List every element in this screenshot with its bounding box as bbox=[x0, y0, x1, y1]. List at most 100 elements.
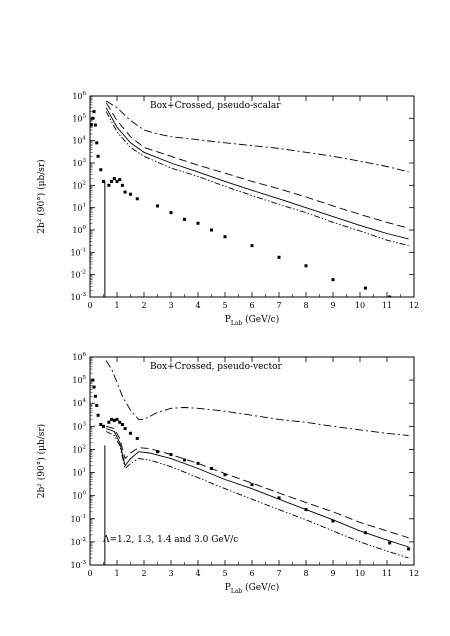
data-point bbox=[196, 221, 200, 225]
data-point bbox=[95, 141, 99, 145]
x-tick-label: 12 bbox=[409, 569, 419, 578]
x-tick-label: 10 bbox=[355, 301, 365, 310]
y-tick-label: 10-1 bbox=[70, 247, 86, 257]
y-tick-label: 102 bbox=[72, 444, 86, 454]
x-tick-label: 3 bbox=[168, 569, 173, 578]
x-axis-label: PLab (GeV/c) bbox=[225, 582, 279, 595]
y-axis-label: 2b² (90°) (μb/sr) bbox=[36, 159, 47, 233]
x-tick-label: 1 bbox=[114, 569, 119, 578]
x-tick-label: 9 bbox=[330, 569, 335, 578]
y-tick-label: 105 bbox=[72, 113, 86, 123]
x-tick-label: 5 bbox=[222, 569, 227, 578]
y-tick-label: 101 bbox=[72, 203, 86, 213]
data-point bbox=[123, 190, 127, 194]
x-tick-label: 11 bbox=[382, 301, 392, 310]
y-tick-label: 105 bbox=[72, 375, 86, 385]
data-point bbox=[210, 466, 213, 470]
y-tick-label: 103 bbox=[72, 421, 86, 431]
data-point bbox=[93, 394, 97, 398]
data-point bbox=[96, 154, 100, 158]
data-point bbox=[196, 461, 200, 465]
lambda-label: Λ=1.2, 1.3, 1.4 and 3.0 GeV/c bbox=[102, 535, 238, 545]
y-tick-label: 10-2 bbox=[70, 270, 86, 280]
data-point bbox=[102, 424, 105, 428]
data-point bbox=[102, 179, 105, 183]
chart-annotation: Box+Crossed, pseudo-vector bbox=[150, 362, 283, 372]
y-tick-label: 10-1 bbox=[70, 514, 86, 524]
series-dashed-line bbox=[105, 102, 409, 229]
x-tick-label: 2 bbox=[141, 569, 146, 578]
y-tick-label: 104 bbox=[72, 398, 86, 408]
data-point bbox=[210, 228, 213, 232]
x-tick-label: 0 bbox=[87, 569, 92, 578]
series-dashed-line bbox=[106, 425, 409, 539]
data-point bbox=[169, 453, 173, 457]
pseudo-vector-chart: 0 1 2 3 4 5 6 7 8 9 10 11 1210-310-210-1100101102103… bbox=[36, 352, 419, 595]
data-point bbox=[129, 431, 132, 435]
data-point bbox=[331, 278, 335, 282]
x-tick-label: 7 bbox=[276, 569, 281, 578]
data-point bbox=[95, 403, 99, 407]
data-point bbox=[407, 547, 411, 551]
data-point bbox=[250, 483, 254, 487]
data-point bbox=[183, 458, 186, 462]
data-point bbox=[169, 211, 173, 215]
x-axis-label: PLab (GeV/c) bbox=[225, 314, 279, 327]
data-point bbox=[129, 192, 132, 196]
x-tick-label: 5 bbox=[222, 301, 227, 310]
x-tick-label: 7 bbox=[276, 301, 281, 310]
data-point bbox=[92, 385, 96, 389]
series-dash-dot-dot-line bbox=[105, 111, 409, 247]
data-point bbox=[183, 217, 186, 221]
y-tick-label: 100 bbox=[72, 491, 86, 501]
data-point bbox=[92, 110, 96, 114]
data-point bbox=[91, 116, 95, 120]
series-solid-line bbox=[105, 107, 409, 240]
data-point bbox=[135, 436, 139, 440]
data-point bbox=[123, 427, 127, 431]
data-point bbox=[277, 496, 281, 500]
data-point bbox=[304, 264, 308, 268]
x-tick-label: 1 bbox=[114, 301, 119, 310]
x-tick-label: 0 bbox=[87, 301, 92, 310]
data-point bbox=[112, 418, 116, 422]
x-tick-label: 3 bbox=[168, 301, 173, 310]
x-tick-label: 10 bbox=[355, 569, 365, 578]
series-dash-dot-dot-line bbox=[106, 431, 409, 559]
data-point bbox=[90, 123, 93, 127]
x-tick-label: 2 bbox=[141, 301, 146, 310]
data-point bbox=[107, 183, 111, 187]
y-tick-label: 100 bbox=[72, 225, 86, 235]
data-point bbox=[388, 541, 392, 545]
data-point bbox=[115, 417, 119, 421]
data-point bbox=[277, 255, 281, 259]
y-tick-label: 106 bbox=[72, 91, 86, 101]
y-tick-label: 101 bbox=[72, 468, 86, 478]
data-point bbox=[156, 450, 159, 454]
data-point bbox=[110, 179, 114, 183]
data-point bbox=[363, 286, 367, 290]
y-tick-label: 10-3 bbox=[70, 292, 86, 302]
data-point bbox=[223, 235, 227, 239]
plot-frame bbox=[89, 95, 415, 298]
data-point bbox=[120, 423, 124, 427]
data-point bbox=[363, 531, 367, 535]
y-tick-label: 10-2 bbox=[70, 537, 86, 547]
data-point bbox=[93, 123, 97, 127]
data-point bbox=[99, 423, 103, 427]
data-point bbox=[120, 183, 124, 187]
x-tick-label: 11 bbox=[382, 569, 392, 578]
data-point bbox=[91, 378, 95, 382]
data-point bbox=[156, 204, 159, 208]
y-axis-label: 2b² (90°) (μb/sr) bbox=[36, 424, 47, 498]
x-tick-label: 6 bbox=[249, 301, 254, 310]
x-tick-label: 4 bbox=[195, 569, 200, 578]
x-tick-label: 8 bbox=[303, 569, 308, 578]
y-tick-label: 102 bbox=[72, 180, 86, 190]
data-point bbox=[110, 417, 114, 421]
x-tick-label: 8 bbox=[303, 301, 308, 310]
data-point bbox=[112, 177, 116, 181]
series-dash-dot-line bbox=[105, 100, 409, 173]
chart-annotation: Box+Crossed, pseudo-scalar bbox=[150, 101, 281, 111]
